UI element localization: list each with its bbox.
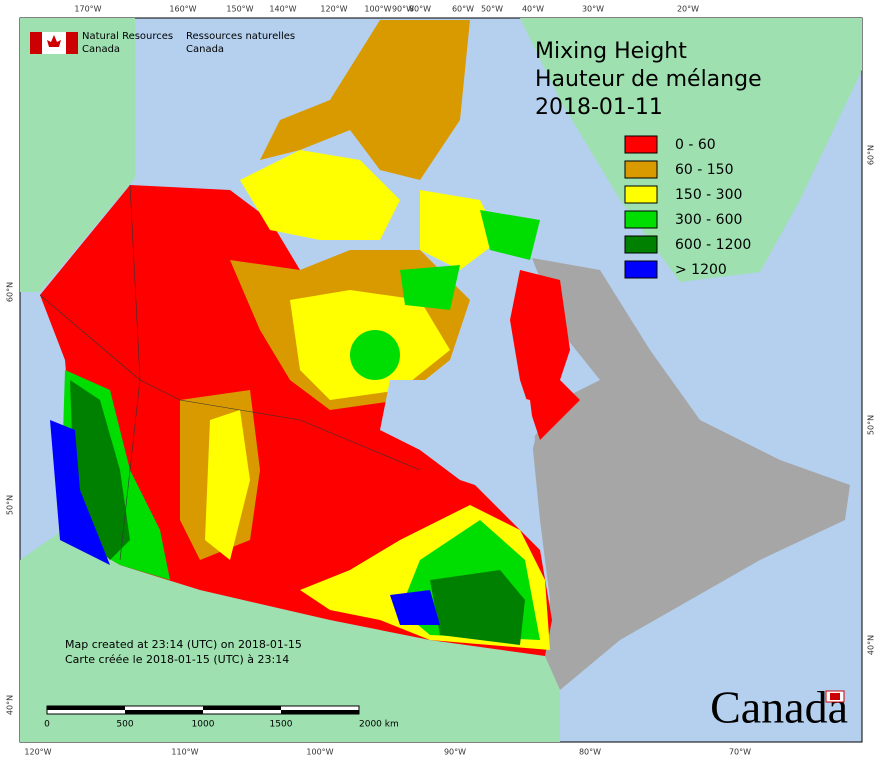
legend: 0 - 60 60 - 150 150 - 300 300 - 600 600 - 12… xyxy=(624,135,751,279)
graticule-label: 50°N xyxy=(6,495,15,515)
org-text: Ressources naturelles xyxy=(186,31,295,42)
footer-text: Map created at 23:14 (UTC) on 2018-01-15 xyxy=(65,638,302,651)
graticule-label: 150°W xyxy=(226,5,253,14)
maple-leaf xyxy=(47,35,61,47)
graticule-label: 110°W xyxy=(171,748,198,757)
wordmark: Canada xyxy=(710,682,848,733)
legend-label: 300 - 600 xyxy=(675,212,742,228)
land xyxy=(20,18,862,742)
scale-bar xyxy=(46,705,360,715)
legend-swatch xyxy=(624,135,658,154)
org-text: Canada xyxy=(82,44,120,55)
graticule-label: 160°W xyxy=(169,5,196,14)
org-text: Natural Resources xyxy=(82,31,173,42)
graticule-label: 50°N xyxy=(867,415,876,435)
scale-label: 1500 xyxy=(270,720,293,730)
graticule-label: 170°W xyxy=(74,5,101,14)
legend-swatch xyxy=(624,235,658,254)
scale-label: 500 xyxy=(116,720,133,730)
title: Hauteur de mélange xyxy=(535,67,762,92)
graticule-label: 60°N xyxy=(867,145,876,165)
graticule-label: 80°W xyxy=(579,748,601,757)
footer-text: Carte créée le 2018-01-15 (UTC) à 23:14 xyxy=(65,653,289,666)
graticule-label: 80°W xyxy=(409,5,431,14)
title-date: 2018-01-11 xyxy=(535,95,663,120)
wordmark-flag xyxy=(830,693,840,700)
legend-label: 150 - 300 xyxy=(675,187,742,203)
scale-label: 0 xyxy=(44,720,50,730)
graticule-label: 30°W xyxy=(582,5,604,14)
legend-swatch xyxy=(624,210,658,229)
graticule-label: 70°W xyxy=(729,748,751,757)
graticule-label: 50°W xyxy=(481,5,503,14)
graticule-label: 20°W xyxy=(677,5,699,14)
legend-swatch xyxy=(624,185,658,204)
graticule-label: 120°W xyxy=(24,748,51,757)
scale-label: 2000 km xyxy=(359,720,399,730)
flag-bar xyxy=(66,32,78,54)
graticule-label: 60°W xyxy=(452,5,474,14)
graticule-label: 140°W xyxy=(269,5,296,14)
graticule-label: 90°W xyxy=(444,748,466,757)
graticule-label: 120°W xyxy=(320,5,347,14)
legend-label: > 1200 xyxy=(675,262,727,278)
org-text: Canada xyxy=(186,44,224,55)
legend-label: 600 - 1200 xyxy=(675,237,751,253)
legend-label: 0 - 60 xyxy=(675,137,716,153)
graticule-label: 100°W xyxy=(364,5,391,14)
legend-swatch xyxy=(624,160,658,179)
scale-label: 1000 xyxy=(192,720,215,730)
graticule-label: 100°W xyxy=(306,748,333,757)
graticule-label: 40°N xyxy=(867,635,876,655)
graticule-label: 40°N xyxy=(6,695,15,715)
graticule-label: 40°W xyxy=(522,5,544,14)
legend-swatch xyxy=(624,260,658,279)
flag-bar xyxy=(30,32,42,54)
graticule-label: 90°W xyxy=(392,5,414,14)
title: Mixing Height xyxy=(535,39,687,64)
graticule-label: 60°N xyxy=(6,282,15,302)
legend-label: 60 - 150 xyxy=(675,162,734,178)
